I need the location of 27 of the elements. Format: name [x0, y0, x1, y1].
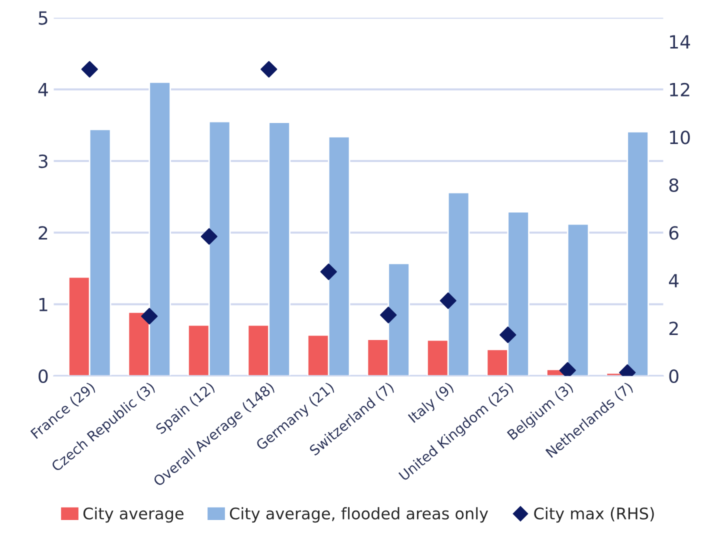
y2-tick-label: 14 — [670, 35, 690, 48]
point — [200, 228, 218, 245]
y-tick-label: 2 — [38, 226, 48, 240]
y2-tick-label: 10 — [670, 130, 690, 144]
point — [81, 60, 98, 78]
point — [320, 263, 337, 280]
y2-tick-label: 0 — [669, 369, 678, 384]
y2-tick-label: 8 — [669, 178, 678, 192]
legend-label: City average — [83, 507, 184, 523]
point — [380, 306, 397, 324]
y2-tick-label: 6 — [669, 226, 678, 240]
bar — [566, 223, 590, 376]
y2-tick-label: 4 — [668, 274, 679, 288]
y-tick-label: 3 — [38, 154, 48, 168]
y2-tick-label: 2 — [669, 322, 678, 335]
point — [440, 292, 456, 309]
y-tick-label: 4 — [38, 83, 48, 96]
y-tick-label: 5 — [38, 11, 48, 25]
y-tick-label: 0 — [38, 369, 48, 384]
bar — [626, 130, 649, 376]
legend-label: City average, flooded areas only — [230, 507, 488, 523]
point — [260, 60, 278, 78]
point — [141, 308, 158, 325]
point — [500, 326, 516, 344]
y-tick-label: 1 — [39, 298, 48, 312]
y2-tick-label: 12 — [670, 82, 690, 96]
legend-label: City max (RHS) — [534, 507, 654, 523]
